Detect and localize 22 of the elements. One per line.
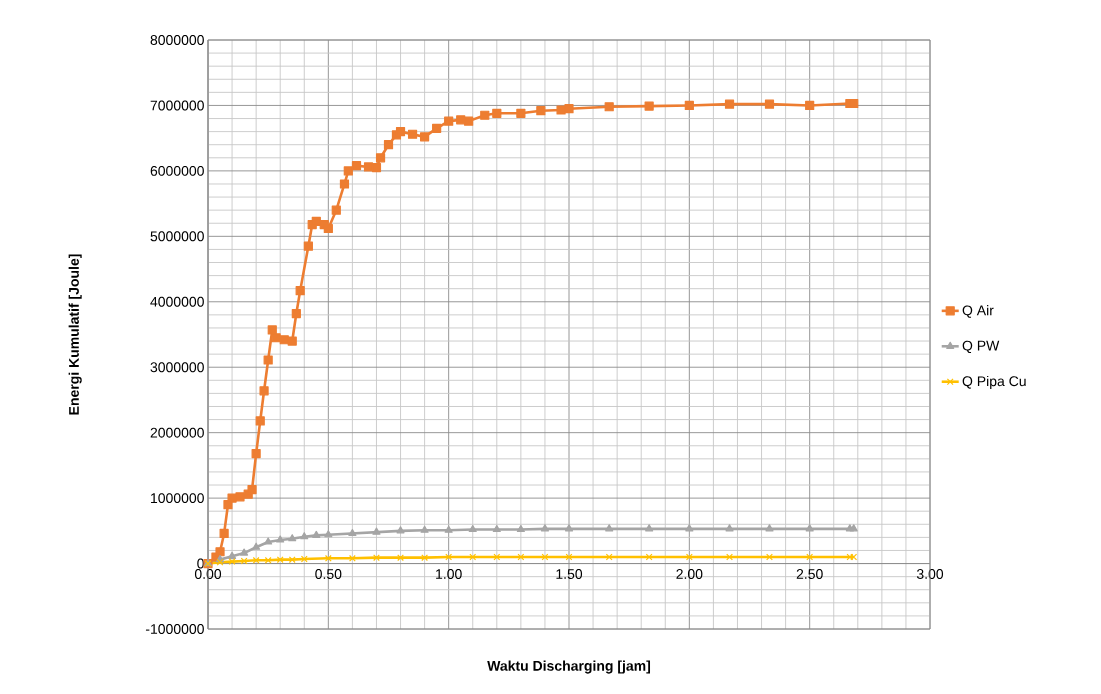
y-tick-label: 7000000 [150,100,204,111]
y-tick-label: 2000000 [150,427,204,438]
x-tick-label: 2.00 [676,569,703,579]
legend-label: Q PW [962,340,1000,354]
y-tick-label: 4000000 [150,296,204,307]
legend-label: Q Pipa Cu [962,375,1026,389]
y-tick-label: 3000000 [150,362,204,373]
legend-label: Q Air [962,305,994,318]
x-axis-title: Waktu Discharging [jam] [487,660,651,674]
x-tick-label: 1.00 [436,569,462,579]
y-tick-label: 1000000 [151,493,204,504]
y-tick-label: -1000000 [145,624,204,634]
y-tick-label: 6000000 [150,165,204,176]
y-tick-label: 0 [197,558,204,569]
x-tick-label: 1.50 [556,569,583,579]
y-axis-title: Energi Kumulatif [Joule] [68,254,82,415]
y-tick-label: 8000000 [150,35,204,45]
y-tick-label: 5000000 [150,231,204,242]
x-tick-label: 0.00 [194,569,222,579]
x-tick-label: 3.00 [916,569,944,579]
x-tick-label: 2.50 [796,569,823,579]
x-tick-label: 0.50 [315,569,342,579]
